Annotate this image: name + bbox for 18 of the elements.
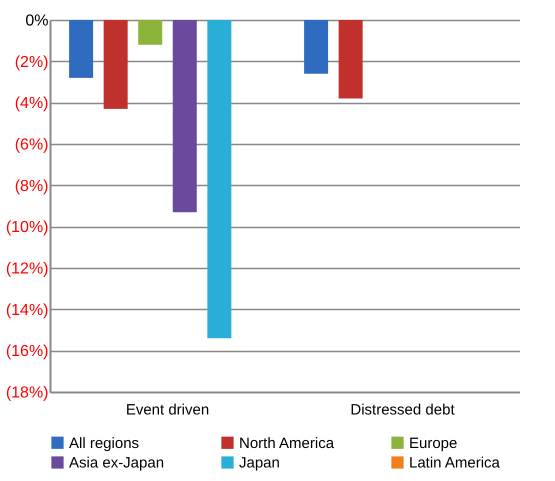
y-tick-label: (4%) bbox=[14, 95, 48, 112]
y-tick-label: (18%) bbox=[6, 384, 48, 402]
legend-label: Latin America bbox=[409, 454, 501, 472]
y-tick-label: 0% bbox=[25, 12, 48, 30]
legend-label: Asia ex-Japan bbox=[69, 454, 164, 472]
x-tick-label: Event driven bbox=[126, 402, 210, 418]
x-tick-label: Distressed debt bbox=[350, 402, 456, 418]
y-tick-label: (10%) bbox=[6, 219, 48, 236]
y-tick-label: (14%) bbox=[6, 302, 48, 319]
legend-label: North America bbox=[239, 434, 335, 452]
legend-label: All regions bbox=[69, 434, 140, 452]
legend-label: Europe bbox=[409, 434, 458, 452]
legend-label: Japan bbox=[239, 454, 280, 472]
y-tick-label: (8%) bbox=[14, 178, 48, 195]
y-tick-label: (6%) bbox=[14, 136, 48, 154]
y-tick-label: (2%) bbox=[14, 54, 48, 71]
y-tick-label: (16%) bbox=[6, 343, 48, 360]
y-tick-label: (12%) bbox=[6, 260, 48, 278]
